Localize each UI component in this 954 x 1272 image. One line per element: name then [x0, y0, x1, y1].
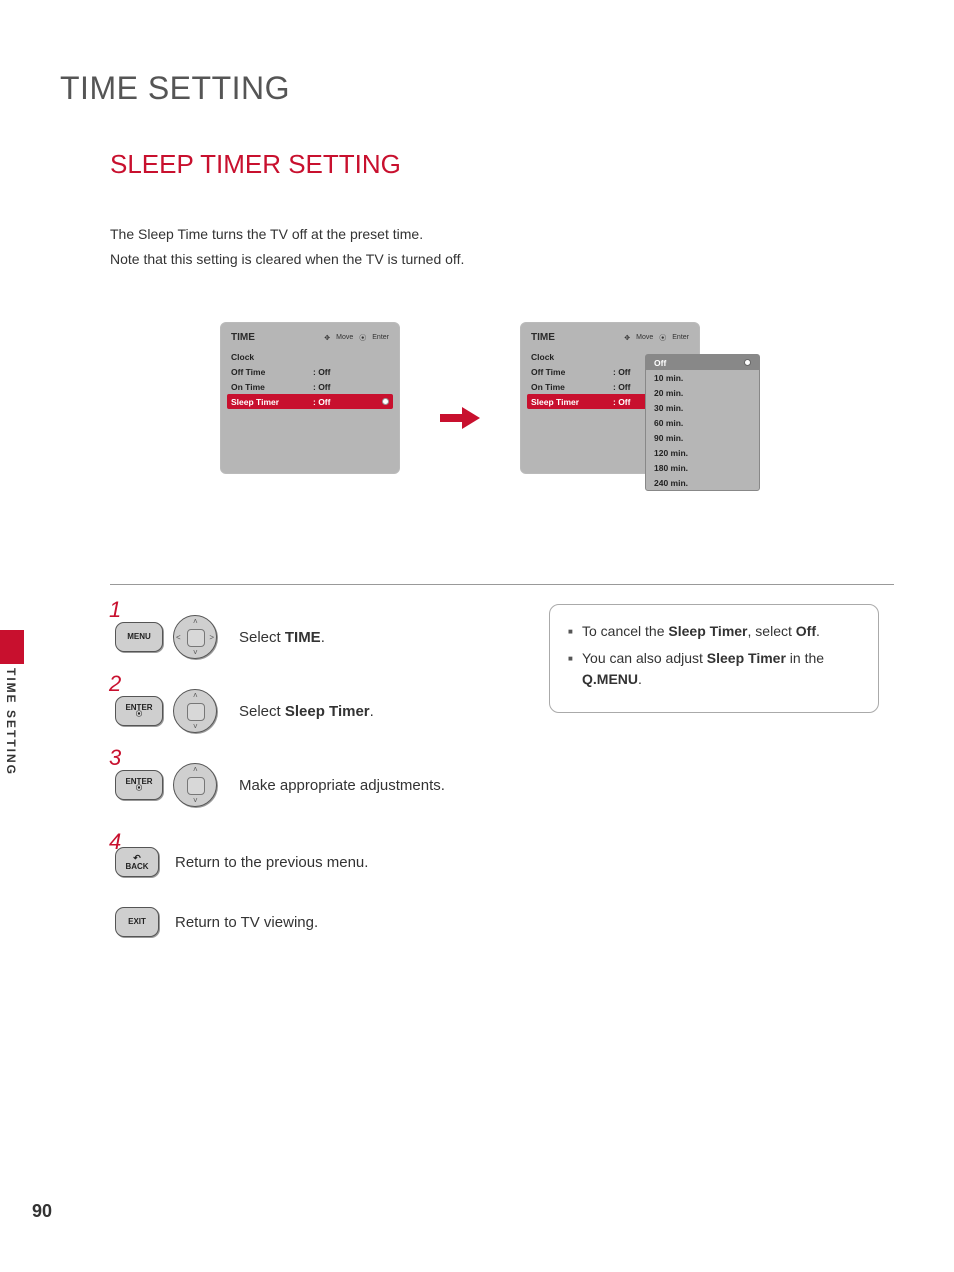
- enter-dot-icon: [382, 398, 389, 405]
- tip-item: You can also adjust Sleep Timer in the Q…: [568, 648, 860, 690]
- menu-button-icon: MENU: [115, 622, 163, 652]
- step-number: 1: [109, 597, 127, 623]
- osd-dropdown-item: 120 min.: [646, 445, 759, 460]
- section-divider: [110, 584, 894, 585]
- osd-menu-title: TIME: [531, 332, 555, 343]
- intro-line: The Sleep Time turns the TV off at the p…: [110, 222, 894, 247]
- osd-menu-expanded: TIME ✥Move ⦿Enter Clock Off Time: Off On…: [520, 322, 700, 474]
- osd-dropdown-item: 30 min.: [646, 400, 759, 415]
- osd-figures: TIME ✥Move ⦿Enter Clock Off Time: Off On…: [220, 322, 894, 474]
- osd-menu-hints: ✥Move ⦿Enter: [624, 333, 689, 343]
- osd-dropdown: Off 10 min. 20 min. 30 min. 60 min. 90 m…: [645, 354, 760, 491]
- tip-item: To cancel the Sleep Timer, select Off.: [568, 621, 860, 642]
- step-text: Select TIME.: [239, 629, 325, 646]
- dpad-icon: ˄˅: [173, 689, 217, 733]
- arrow-right-icon: [440, 407, 480, 429]
- osd-menu-header: TIME ✥Move ⦿Enter: [527, 329, 693, 349]
- step: 4 ↶ BACK Return to the previous menu.: [115, 847, 894, 877]
- step-number: 3: [109, 745, 127, 771]
- osd-menu-row: Off Time: Off: [227, 364, 393, 379]
- enter-button-icon: ENTER⦿: [115, 770, 163, 800]
- osd-dropdown-item: 60 min.: [646, 415, 759, 430]
- intro-text: The Sleep Time turns the TV off at the p…: [110, 222, 894, 272]
- side-tab: TIME SETTING: [0, 630, 24, 790]
- step-text: Select Sleep Timer.: [239, 703, 374, 720]
- enter-button-icon: ENTER⦿: [115, 696, 163, 726]
- section-title: SLEEP TIMER SETTING: [110, 149, 894, 180]
- dpad-icon: ˄˅: [173, 763, 217, 807]
- page-number: 90: [32, 1201, 52, 1222]
- osd-dropdown-item: 90 min.: [646, 430, 759, 445]
- intro-line: Note that this setting is cleared when t…: [110, 247, 894, 272]
- back-button-icon: ↶ BACK: [115, 847, 159, 877]
- osd-menu-header: TIME ✥Move ⦿Enter: [227, 329, 393, 349]
- dpad-icon: ˄˅ ˂˃: [173, 615, 217, 659]
- osd-menu-hints: ✥Move ⦿Enter: [324, 333, 389, 343]
- osd-dropdown-item: 240 min.: [646, 475, 759, 490]
- step-text: Make appropriate adjustments.: [239, 777, 445, 794]
- enter-dot-icon: [744, 359, 751, 366]
- osd-dropdown-item: 10 min.: [646, 370, 759, 385]
- osd-menu-row: On Time: Off: [227, 379, 393, 394]
- page-title: TIME SETTING: [60, 70, 894, 107]
- exit-button-icon: EXIT: [115, 907, 159, 937]
- manual-page: TIME SETTING SLEEP TIMER SETTING The Sle…: [0, 0, 954, 1272]
- step-text: Return to TV viewing.: [175, 914, 318, 931]
- osd-dropdown-item-selected: Off: [646, 355, 759, 370]
- tips-box: To cancel the Sleep Timer, select Off. Y…: [549, 604, 879, 713]
- side-tab-label: TIME SETTING: [4, 668, 18, 776]
- osd-menu-row-selected: Sleep Timer: Off: [227, 394, 393, 409]
- step: 3 ENTER⦿ ˄˅ Make appropriate adjustments…: [115, 763, 894, 807]
- step: EXIT Return to TV viewing.: [115, 907, 894, 937]
- osd-dropdown-item: 20 min.: [646, 385, 759, 400]
- side-tab-marker: [0, 630, 24, 664]
- step-number: 2: [109, 671, 127, 697]
- osd-dropdown-item: 180 min.: [646, 460, 759, 475]
- osd-menu: TIME ✥Move ⦿Enter Clock Off Time: Off On…: [220, 322, 400, 474]
- step-text: Return to the previous menu.: [175, 854, 368, 871]
- osd-menu-title: TIME: [231, 332, 255, 343]
- osd-menu-row: Clock: [227, 349, 393, 364]
